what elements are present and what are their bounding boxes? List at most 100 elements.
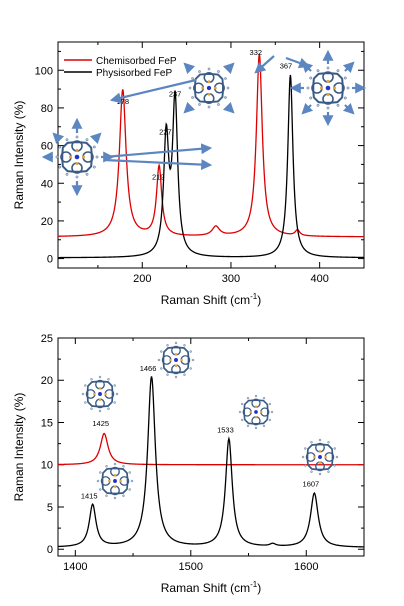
hydrogen-atom [246,397,250,400]
nitrogen-atom [174,364,178,367]
mode-arrows [41,49,367,197]
nitrogen-atom [260,410,263,414]
series-line-physisorbed [58,74,365,259]
hydrogen-atom [198,103,201,106]
iron-atom [174,358,178,362]
x-axis-label: Raman Shift (cm-1) [161,580,261,595]
hydrogen-atom [310,470,313,473]
displacement-arrow-icon [103,158,213,171]
hydrogen-atom [262,424,266,427]
hydrogen-atom [113,401,116,404]
series-line-physisorbed [57,376,365,548]
fep-molecule-icon [306,66,350,110]
hydrogen-atom [238,410,242,414]
hydrogen-atom [157,358,161,362]
hydrogen-atom [191,96,194,99]
nitrogen-atom [113,485,117,488]
hydrogen-atom [90,378,93,381]
legend-label-physisorbed: Physisorbed FeP [96,68,172,79]
hydrogen-atom [58,165,62,169]
hydrogen-atom [98,409,102,413]
hydrogen-atom [189,350,192,353]
nitrogen-atom [174,353,178,356]
hydrogen-atom [270,410,274,414]
hydrogen-atom [188,86,192,90]
y-tick-label: 60 [41,141,53,153]
hydrogen-atom [105,465,108,468]
displacement-arrow-icon [342,102,355,115]
x-tick-label: 200 [133,273,151,285]
hydrogen-atom [217,103,220,106]
hydrogen-atom [107,378,110,381]
series-group [57,53,365,259]
hydrogen-atom [226,86,230,90]
nitrogen-atom [104,392,107,396]
hydrogen-atom [254,426,258,430]
hydrogen-atom [318,472,322,476]
hydrogen-atom [326,106,330,110]
hydrogen-atom [92,145,96,149]
iron-atom [318,455,322,459]
y-axis-label: Raman Intensity (%) [12,393,26,502]
y-tick-label: 5 [47,502,53,514]
hydrogen-atom [183,373,186,376]
x-tick-label: 400 [310,273,328,285]
hydrogen-atom [128,471,131,474]
molecule-illustrations [55,66,350,500]
hydrogen-atom [217,70,220,73]
iron-atom [254,410,258,414]
nitrogen-atom [75,162,79,166]
hydrogen-atom [309,76,313,80]
displacement-arrow-icon [52,132,65,145]
x-tick-label: 1500 [179,561,203,573]
hydrogen-atom [336,69,340,73]
peak-label: 367 [280,61,293,70]
iron-atom [325,85,331,91]
displacement-arrow-icon [109,78,197,104]
fep-molecule-icon [81,375,119,413]
displacement-arrow-icon [342,61,355,74]
hydrogen-atom [113,496,117,500]
hydrogen-atom [130,479,134,483]
peak-label: 219 [152,172,165,181]
x-axis-label: Raman Shift (cm-1) [161,292,261,307]
fep-molecule-icon [238,394,274,430]
hydrogen-atom [160,367,163,370]
peak-label: 1607 [303,480,320,489]
hydrogen-atom [224,96,227,99]
displacement-arrow-icon [254,55,275,74]
hydrogen-atom [268,402,271,406]
peak-label: 1415 [81,492,98,501]
hydrogen-atom [166,373,169,376]
hydrogen-atom [262,397,266,400]
fep-molecule-icon [96,462,134,500]
nitrogen-atom [326,93,330,97]
hydrogen-atom [81,392,85,396]
x-tick-label: 300 [222,273,240,285]
iron-atom [206,85,212,91]
hydrogen-atom [318,438,322,442]
hydrogen-atom [92,165,96,169]
nitrogen-atom [98,398,102,401]
nitrogen-atom [207,80,211,84]
nitrogen-atom [254,405,258,408]
hydrogen-atom [268,418,271,422]
nitrogen-atom [180,358,183,362]
peak-label: 1466 [140,364,157,373]
hydrogen-atom [99,488,102,491]
hydrogen-atom [174,341,178,345]
plot-frame [57,337,365,557]
tick-labels: 200 300 400 0 20 40 60 80 100 [35,65,329,285]
nitrogen-atom [201,86,205,90]
hydrogen-atom [122,494,125,497]
hydrogen-atom [336,103,340,107]
hydrogen-atom [316,69,320,73]
y-tick-label: 25 [41,333,53,345]
iron-atom [74,154,80,160]
hydrogen-atom [85,138,89,142]
displacement-arrow-icon [183,62,196,75]
displacement-arrow-icon [222,62,235,75]
peak-label: 1533 [217,426,234,435]
hydrogen-atom [327,441,330,444]
